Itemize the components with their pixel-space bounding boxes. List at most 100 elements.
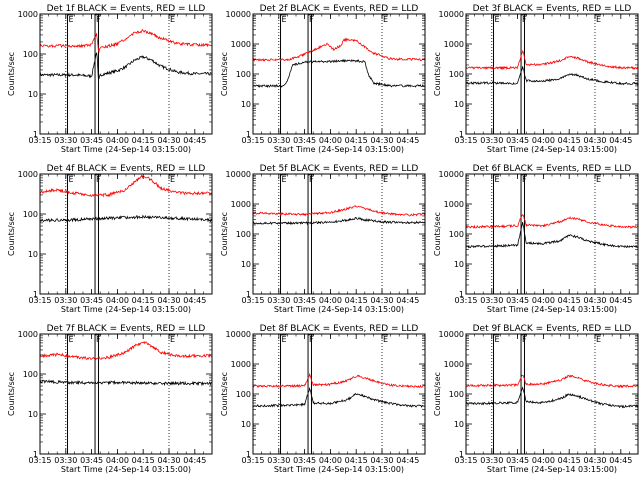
y-tick-label: 1: [246, 450, 251, 459]
x-axis-title: Start Time (24-Sep-14 03:15:00): [487, 145, 617, 154]
x-axis-title: Start Time (24-Sep-14 03:15:00): [61, 145, 191, 154]
x-tick-label: 04:00: [319, 136, 342, 145]
flag-letter: E: [596, 175, 601, 184]
series-events-line: [465, 222, 638, 249]
flag-letter: F: [309, 335, 314, 344]
flag-letter: E: [170, 175, 175, 184]
x-tick-label: 03:30: [267, 456, 290, 465]
flag-letter: F: [96, 15, 101, 24]
y-axis-title: Counts/sec: [220, 372, 229, 416]
y-tick-label: 1: [246, 290, 251, 299]
x-tick-label: 03:15: [454, 136, 477, 145]
series-events-line: [252, 386, 425, 408]
x-tick-label: 04:15: [345, 456, 368, 465]
x-tick-label: 03:15: [241, 296, 264, 305]
y-tick-label: 100: [23, 370, 38, 379]
flag-letter: E: [383, 15, 388, 24]
panel-title: Det 1f BLACK = Events, RED = LLD: [47, 4, 206, 14]
x-tick-label: 03:15: [28, 136, 51, 145]
x-tick-label: 04:45: [183, 456, 206, 465]
x-axis-title: Start Time (24-Sep-14 03:15:00): [274, 305, 404, 314]
x-tick-label: 03:45: [80, 136, 103, 145]
series-lld-line: [39, 340, 212, 360]
y-tick-label: 100: [449, 230, 464, 239]
x-axis-title: Start Time (24-Sep-14 03:15:00): [274, 465, 404, 474]
series-events-line: [252, 216, 425, 226]
flag-letter: F: [309, 175, 314, 184]
flag-letter: E: [170, 335, 175, 344]
flag-letter: E: [69, 175, 74, 184]
x-tick-label: 04:30: [583, 456, 606, 465]
x-axis-title: Start Time (24-Sep-14 03:15:00): [61, 305, 191, 314]
y-tick-label: 100: [449, 70, 464, 79]
panel-title: Det 8f BLACK = Events, RED = LLD: [260, 324, 419, 334]
series-lld-line: [252, 37, 425, 62]
y-tick-label: 100: [23, 50, 38, 59]
y-tick-label: 100: [236, 230, 251, 239]
flag-letter: E: [383, 175, 388, 184]
x-tick-label: 04:30: [157, 136, 180, 145]
y-axis-title: Counts/sec: [433, 52, 442, 96]
y-tick-label: 1: [33, 130, 38, 139]
y-tick-label: 10: [454, 100, 464, 109]
x-tick-label: 03:45: [80, 456, 103, 465]
series-events-line: [465, 386, 638, 409]
x-tick-label: 04:45: [609, 456, 632, 465]
y-tick-label: 100: [236, 390, 251, 399]
y-tick-label: 10: [241, 260, 251, 269]
x-tick-label: 03:30: [480, 136, 503, 145]
y-tick-label: 10000: [226, 170, 251, 179]
flag-letter: E: [282, 175, 287, 184]
y-tick-label: 1000: [231, 360, 251, 369]
series-events-line: [465, 66, 638, 86]
x-tick-label: 04:15: [345, 136, 368, 145]
y-tick-label: 100: [23, 210, 38, 219]
x-tick-label: 03:15: [454, 456, 477, 465]
x-tick-label: 03:30: [54, 296, 77, 305]
x-tick-label: 04:00: [319, 456, 342, 465]
flag-letter: E: [69, 15, 74, 24]
x-tick-label: 03:45: [506, 456, 529, 465]
x-tick-label: 03:30: [54, 136, 77, 145]
y-tick-label: 1: [246, 130, 251, 139]
panel-title: Det 3f BLACK = Events, RED = LLD: [473, 4, 632, 14]
panel-title: Det 5f BLACK = Events, RED = LLD: [260, 164, 419, 174]
flag-letter: E: [495, 175, 500, 184]
y-tick-label: 1: [459, 130, 464, 139]
y-axis-title: Counts/sec: [7, 52, 16, 96]
x-tick-label: 04:15: [132, 296, 155, 305]
x-tick-label: 03:30: [54, 456, 77, 465]
x-tick-label: 03:45: [293, 136, 316, 145]
y-tick-label: 10000: [439, 170, 464, 179]
flag-letter: F: [96, 175, 101, 184]
series-lld-line: [39, 28, 212, 54]
x-axis-title: Start Time (24-Sep-14 03:15:00): [274, 145, 404, 154]
x-tick-label: 04:30: [157, 456, 180, 465]
flag-letter: E: [495, 15, 500, 24]
x-axis-title: Start Time (24-Sep-14 03:15:00): [61, 465, 191, 474]
y-tick-label: 100: [449, 390, 464, 399]
y-axis-title: Counts/sec: [220, 52, 229, 96]
y-tick-label: 1000: [18, 170, 38, 179]
flag-letter: E: [170, 15, 175, 24]
x-tick-label: 03:45: [80, 296, 103, 305]
y-axis-title: Counts/sec: [433, 372, 442, 416]
x-tick-label: 04:15: [132, 456, 155, 465]
x-tick-label: 03:15: [28, 456, 51, 465]
x-axis-title: Start Time (24-Sep-14 03:15:00): [487, 465, 617, 474]
flag-letter: E: [282, 15, 287, 24]
y-tick-label: 10000: [439, 330, 464, 339]
x-tick-label: 04:30: [583, 296, 606, 305]
series-lld-line: [465, 214, 638, 229]
y-tick-label: 10000: [226, 330, 251, 339]
series-lld-line: [465, 374, 638, 389]
x-tick-label: 04:45: [396, 296, 419, 305]
